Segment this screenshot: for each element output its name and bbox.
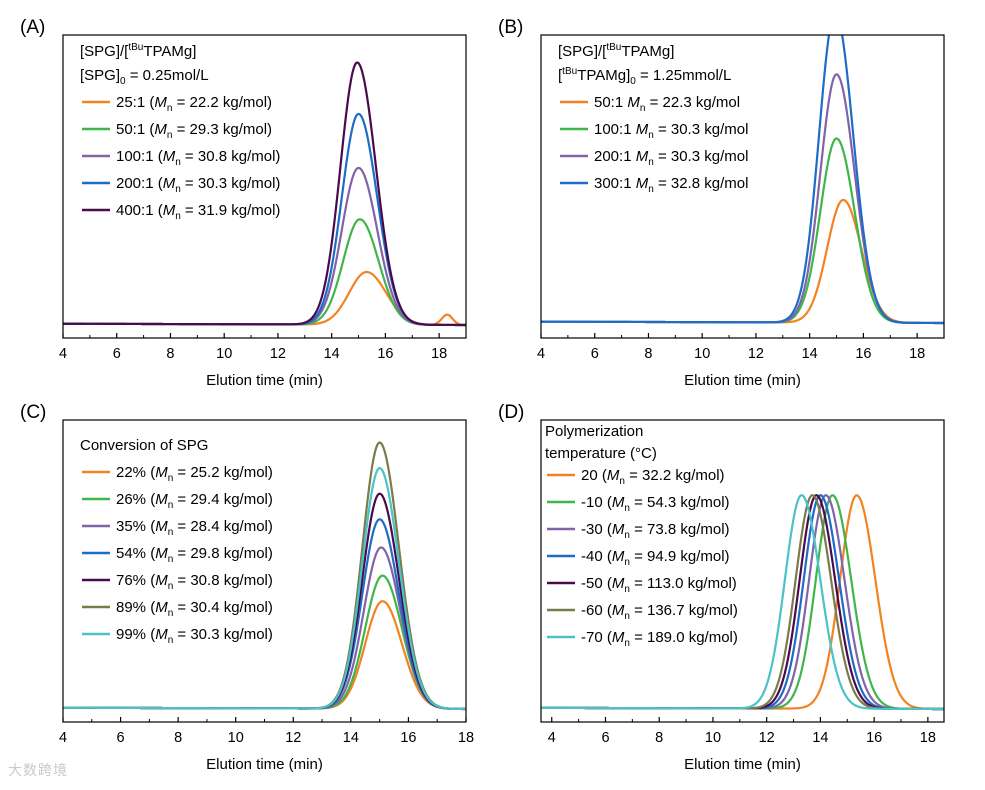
x-tick-label: 12 xyxy=(748,346,764,362)
series-line-5 xyxy=(63,61,466,327)
legend: [SPG]/[tBuTPAMg] [tBuTPAMg]0 = 1.25mmol/L… xyxy=(558,42,748,195)
x-tick-label: 8 xyxy=(644,346,652,362)
legend-entry: -50 (Mn = 113.0 kg/mol) xyxy=(581,575,737,595)
x-tick-label: 14 xyxy=(802,346,818,362)
series-line-4 xyxy=(63,112,466,327)
panel-a: (A) 4 6 8 10 12 14 16 18 Elution time (min) [SPG]/… xyxy=(20,17,467,389)
x-tick-label: 10 xyxy=(228,730,244,746)
curves xyxy=(63,61,466,327)
legend-header: [SPG]/[tBuTPAMg] xyxy=(558,42,674,60)
series-line-2 xyxy=(63,218,466,327)
series-line-2 xyxy=(541,137,944,325)
legend-header: [SPG]/[tBuTPAMg] xyxy=(80,42,196,60)
legend-entry: 100:1 Mn = 30.3 kg/mol xyxy=(594,121,748,141)
legend-entry: 22% (Mn = 25.2 kg/mol) xyxy=(116,464,273,484)
plot-frame xyxy=(62,34,467,339)
curves xyxy=(541,494,944,711)
x-axis-label: Elution time (min) xyxy=(684,756,801,773)
plot-frame xyxy=(540,34,945,339)
panel-label: (D) xyxy=(498,402,524,423)
legend-entry: 89% (Mn = 30.4 kg/mol) xyxy=(116,599,273,619)
x-tick-label: 8 xyxy=(655,730,663,746)
x-tick-label: 4 xyxy=(59,730,67,746)
series-line-4 xyxy=(541,35,944,325)
plot-frame xyxy=(540,419,945,723)
panel-b: (B) 4 6 8 10 12 14 16 18 Elution time (min) [SPG]/… xyxy=(498,17,945,389)
legend-entry: 20 (Mn = 32.2 kg/mol) xyxy=(581,467,725,487)
x-tick-label: 16 xyxy=(377,346,393,362)
legend-header: Conversion of SPG xyxy=(80,437,208,454)
series-line-7 xyxy=(541,494,944,711)
legend-entry: 100:1 (Mn = 30.8 kg/mol) xyxy=(116,148,280,168)
legend-header: [tBuTPAMg]0 = 1.25mmol/L xyxy=(558,66,731,87)
panel-label: (C) xyxy=(20,402,46,423)
x-tick-label: 12 xyxy=(759,730,775,746)
x-tick-label: 8 xyxy=(166,346,174,362)
legend-entry: -70 (Mn = 189.0 kg/mol) xyxy=(581,629,738,649)
series-line-3 xyxy=(541,73,944,325)
series-line-1 xyxy=(541,198,944,325)
x-tick-label: 16 xyxy=(400,730,416,746)
legend-entry: 300:1 Mn = 32.8 kg/mol xyxy=(594,175,748,195)
legend: Conversion of SPG 22% (Mn = 25.2 kg/mol) 2… xyxy=(80,437,273,646)
legend-header: [SPG]0 = 0.25mol/L xyxy=(80,67,209,87)
legend-entry: 76% (Mn = 30.8 kg/mol) xyxy=(116,572,273,592)
curves xyxy=(541,35,944,325)
panel-c: (C) 4 6 8 10 12 14 16 18 Elution time (min) Conver… xyxy=(20,402,474,773)
x-tick-label: 4 xyxy=(548,730,556,746)
x-tick-label: 6 xyxy=(113,346,121,362)
legend-entry: 99% (Mn = 30.3 kg/mol) xyxy=(116,626,273,646)
x-tick-label: 4 xyxy=(537,346,545,362)
legend-entry: 25:1 (Mn = 22.2 kg/mol) xyxy=(116,94,272,114)
x-tick-label: 16 xyxy=(866,730,882,746)
x-tick-label: 12 xyxy=(285,730,301,746)
legend-header: Polymerization xyxy=(545,423,643,440)
watermark: 大数跨境 xyxy=(8,763,68,779)
legend-entry: 50:1 (Mn = 29.3 kg/mol) xyxy=(116,121,272,141)
legend-entry: 35% (Mn = 28.4 kg/mol) xyxy=(116,518,273,538)
legend: [SPG]/[tBuTPAMg] [SPG]0 = 0.25mol/L 25:1 (… xyxy=(80,42,280,222)
legend: Polymerization temperature (°C) 20 (Mn = 3… xyxy=(545,423,738,649)
legend-entry: -40 (Mn = 94.9 kg/mol) xyxy=(581,548,730,568)
x-tick-label: 14 xyxy=(324,346,340,362)
x-tick-label: 12 xyxy=(270,346,286,362)
x-tick-label: 10 xyxy=(216,346,232,362)
series-line-7 xyxy=(63,466,466,711)
panel-d: (D) 4 6 8 10 12 14 16 18 Elution time (min) Polyme… xyxy=(498,402,945,773)
x-tick-label: 14 xyxy=(343,730,359,746)
panel-label: (A) xyxy=(20,17,45,38)
x-tick-label: 6 xyxy=(591,346,599,362)
legend-entry: 50:1 Mn = 22.3 kg/mol xyxy=(594,94,740,114)
x-tick-label: 8 xyxy=(174,730,182,746)
x-axis-label: Elution time (min) xyxy=(684,372,801,389)
x-tick-label: 18 xyxy=(431,346,447,362)
curves xyxy=(63,441,466,711)
x-tick-label: 16 xyxy=(855,346,871,362)
x-tick-label: 14 xyxy=(812,730,828,746)
x-tick-label: 6 xyxy=(601,730,609,746)
x-tick-label: 18 xyxy=(458,730,474,746)
legend-entry: 200:1 (Mn = 30.3 kg/mol) xyxy=(116,175,280,195)
x-tick-label: 6 xyxy=(117,730,125,746)
legend-entry: 200:1 Mn = 30.3 kg/mol xyxy=(594,148,748,168)
x-tick-label: 4 xyxy=(59,346,67,362)
legend-entry: -60 (Mn = 136.7 kg/mol) xyxy=(581,602,738,622)
x-tick-label: 10 xyxy=(705,730,721,746)
x-axis-label: Elution time (min) xyxy=(206,756,323,773)
legend-entry: 400:1 (Mn = 31.9 kg/mol) xyxy=(116,202,280,222)
x-tick-label: 18 xyxy=(920,730,936,746)
legend-entry: 26% (Mn = 29.4 kg/mol) xyxy=(116,491,273,511)
x-tick-label: 18 xyxy=(909,346,925,362)
x-axis-label: Elution time (min) xyxy=(206,372,323,389)
legend-entry: 54% (Mn = 29.8 kg/mol) xyxy=(116,545,273,565)
panel-label: (B) xyxy=(498,17,523,38)
legend-entry: -30 (Mn = 73.8 kg/mol) xyxy=(581,521,730,541)
legend-header: temperature (°C) xyxy=(545,445,657,462)
legend-entry: -10 (Mn = 54.3 kg/mol) xyxy=(581,494,730,514)
x-tick-label: 10 xyxy=(694,346,710,362)
